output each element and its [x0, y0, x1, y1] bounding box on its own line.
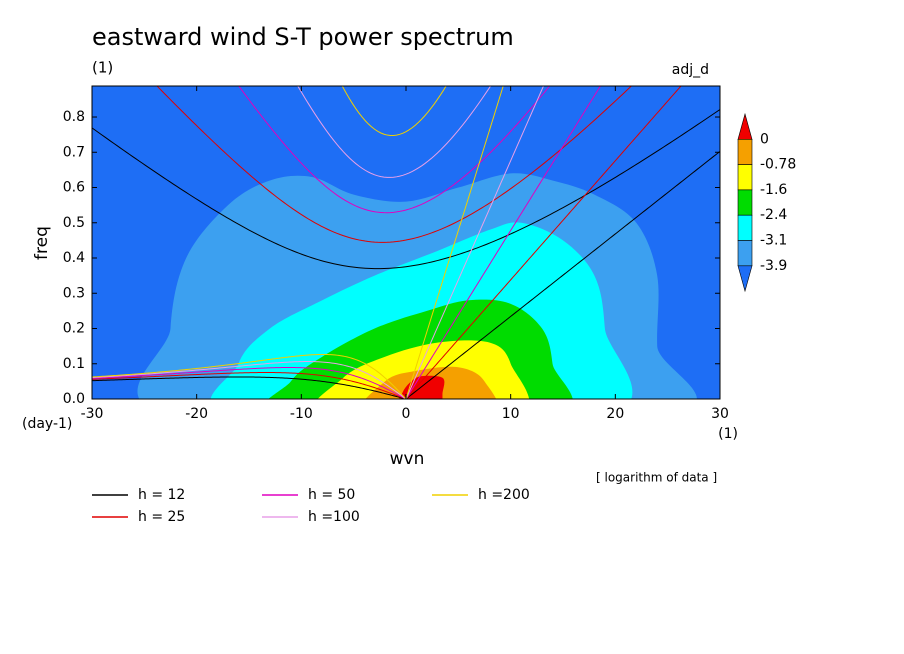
corner-label: adj_d: [672, 62, 709, 78]
x-tick-label: -20: [185, 406, 208, 422]
dispersion-curve: [297, 86, 492, 178]
y-axis-label: freq: [32, 226, 52, 260]
colorbar-label: -3.1: [760, 233, 787, 249]
dispersion-curve: [156, 86, 633, 243]
legend-label: h = 50: [308, 487, 355, 503]
colorbar-cell: [737, 214, 753, 241]
colorbar-label: -2.4: [760, 207, 787, 223]
y-unit: (day-1): [22, 416, 72, 432]
x-tick-label: 20: [606, 406, 624, 422]
dispersion-curve: [405, 86, 682, 399]
colorbar-cell: [737, 240, 753, 267]
x-tick-label: -30: [81, 406, 104, 422]
dispersion-curve: [92, 361, 407, 399]
dispersion-curve: [405, 86, 602, 399]
colorbar-cell: [737, 164, 753, 191]
y-tick-label: 0.0: [63, 391, 85, 407]
colorbar-label: -3.9: [760, 258, 787, 274]
legend-label: h = 25: [138, 509, 185, 525]
y-tick-label: 0.8: [63, 109, 85, 125]
dispersion-curve: [92, 353, 407, 399]
y-tick-label: 0.5: [63, 215, 85, 231]
dispersion-curve: [405, 86, 545, 399]
dispersion-curve: [92, 376, 407, 399]
legend: h = 12 h = 25 h = 50 h =100 h =200: [92, 487, 530, 525]
x-axis-label: wvn: [390, 449, 425, 469]
y-tick-label: 0.7: [63, 144, 85, 160]
colorbar-label: -0.78: [760, 157, 796, 173]
colorbar: 0 -0.78 -1.6 -2.4 -3.1 -3.9: [737, 112, 796, 293]
axes: -30 -20 -10 0 10 20 30 0.0 0.1 0.2 0.3 0.4 0.5 0.6 0.7…: [63, 86, 729, 422]
legend-label: h = 12: [138, 487, 185, 503]
x-tick-label: -10: [290, 406, 313, 422]
dispersion-curve: [92, 372, 407, 399]
colorbar-label: 0: [760, 131, 769, 147]
y-tick-label: 0.1: [63, 356, 85, 372]
note: [ logarithm of data ]: [596, 471, 717, 485]
dispersion-curve: [238, 86, 551, 214]
x-tick-label: 30: [711, 406, 729, 422]
y-tick-label: 0.6: [63, 180, 85, 196]
y-tick-label: 0.2: [63, 321, 85, 337]
dispersion-curve: [405, 150, 720, 399]
x-tick-label: 10: [502, 406, 520, 422]
chart-title: eastward wind S-T power spectrum: [92, 23, 514, 51]
dispersion-curve: [405, 86, 504, 399]
dispersion-curve: [341, 86, 447, 136]
y-tick-label: 0.3: [63, 285, 85, 301]
dispersion-curve: [92, 109, 720, 270]
dispersion-curve: [92, 366, 407, 399]
plot-area: [92, 86, 720, 399]
colorbar-cell: [737, 139, 753, 165]
colorbar-cell: [737, 265, 753, 293]
legend-label: h =200: [478, 487, 530, 503]
x-unit: (1): [718, 426, 738, 442]
y-tick-label: 0.4: [63, 250, 85, 266]
colorbar-label: -1.6: [760, 182, 787, 198]
colorbar-cell: [737, 189, 753, 216]
x-tick-label: 0: [402, 406, 411, 422]
chart-subtitle: (1): [92, 59, 113, 77]
legend-label: h =100: [308, 509, 360, 525]
